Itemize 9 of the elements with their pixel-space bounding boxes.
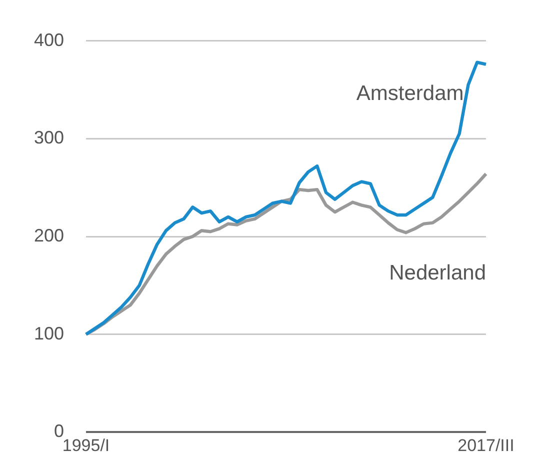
y-tick-label: 0 [54, 421, 64, 442]
series-label: Nederland [389, 262, 486, 285]
y-tick-label: 100 [34, 323, 64, 344]
x-tick-label: 1995/I [62, 436, 110, 456]
y-tick-label: 300 [34, 128, 64, 148]
series-label: Amsterdam [356, 82, 464, 106]
x-tick-label: 2017/III [458, 436, 514, 456]
y-tick-label: 200 [34, 225, 64, 246]
y-tick-label: 400 [34, 30, 64, 50]
